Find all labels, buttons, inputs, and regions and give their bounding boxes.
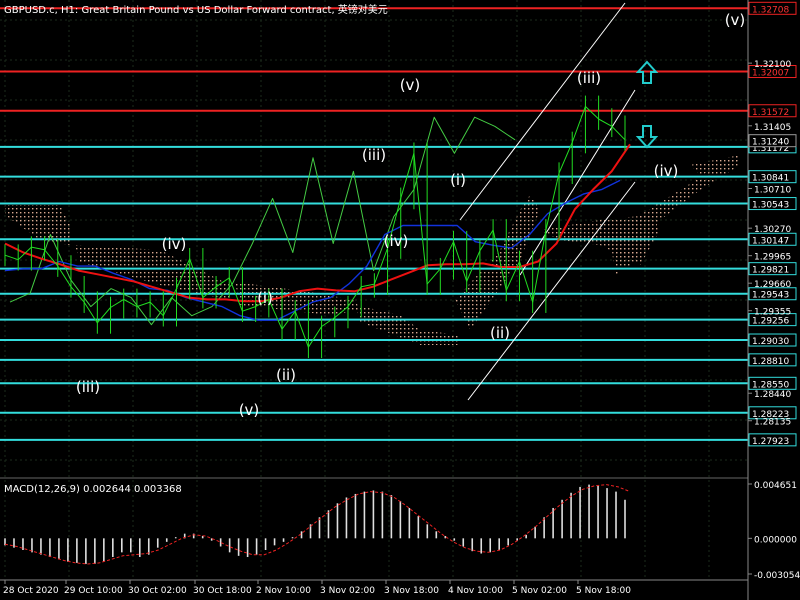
y-tick-label: 1.30710 xyxy=(754,185,791,195)
cloud-segment xyxy=(355,305,460,345)
resistance-level-tag xyxy=(748,1,797,15)
signal-arrows xyxy=(635,60,659,149)
macd-tick-label: -0.003054 xyxy=(754,571,800,581)
wave-label: (v) xyxy=(239,401,260,419)
macd-tick-label: 0.000000 xyxy=(754,535,797,545)
wave-labels: (iii) (iv) (v) (i) (ii) (iii) (iv) (v) (i) (ii) (i… xyxy=(76,11,745,419)
arrow-down-icon xyxy=(635,125,659,149)
ichimoku-cloud xyxy=(5,155,740,345)
y-tick-label: 1.30270 xyxy=(754,225,791,235)
x-tick-label: 30 Oct 02:00 xyxy=(128,586,187,596)
x-tick-label: 30 Oct 18:00 xyxy=(193,586,252,596)
wave-label: (i) xyxy=(257,289,273,307)
x-tick-label: 2 Nov 10:00 xyxy=(256,586,311,596)
wave-label: (v) xyxy=(725,11,746,29)
support-level-label: 1.29256 xyxy=(752,317,789,327)
wave-label: (iv) xyxy=(162,235,187,253)
cloud-segment xyxy=(75,245,230,300)
support-level-label: 1.30147 xyxy=(752,236,789,246)
price-line xyxy=(4,105,626,348)
y-tick-label: 1.28440 xyxy=(754,390,791,400)
wave-label: (iv) xyxy=(384,232,409,250)
channel-upper-line[interactable] xyxy=(459,2,626,221)
y-tick-label: 1.28135 xyxy=(754,418,791,428)
x-tick-label: 4 Nov 10:00 xyxy=(448,586,503,596)
support-level-tag xyxy=(748,197,797,211)
support-level-label: 1.31172 xyxy=(752,144,789,154)
support-level-tag xyxy=(748,433,797,447)
blue-moving-average xyxy=(4,179,621,321)
time-axis[interactable]: 28 Oct 2020 29 Oct 10:00 30 Oct 02:00 30 Oc… xyxy=(3,580,631,596)
wave-label: (iii) xyxy=(362,146,386,164)
x-tick-label: 29 Oct 10:00 xyxy=(64,586,123,596)
support-level-tag xyxy=(748,353,797,367)
support-level-label: 1.30543 xyxy=(752,201,789,211)
current-price-label: 1.31240 xyxy=(752,138,789,148)
support-level-tag xyxy=(748,262,797,276)
macd-panel: 0.004651 0.000000 -0.003054 xyxy=(4,481,800,581)
y-tick-label: 1.32100 xyxy=(754,60,791,70)
y-tick-label: 1.29965 xyxy=(754,253,791,263)
support-level-label: 1.30841 xyxy=(752,174,789,184)
wave-label: (v) xyxy=(400,76,421,94)
support-level-tag xyxy=(748,406,797,420)
support-level-label: 1.28550 xyxy=(752,380,789,390)
macd-tick-label: 0.004651 xyxy=(754,481,797,491)
price-series xyxy=(4,95,631,359)
resistance-level-label: 1.32007 xyxy=(752,69,789,79)
wave-label: (ii) xyxy=(490,324,510,342)
price-axis[interactable]: 1.32708 1.32007 1.31572 1.31172 1.30841 1.305… xyxy=(748,1,797,447)
chart-title: GBPUSD.c, H1: Great Britain Pound vs US … xyxy=(4,3,388,16)
wave-label: (i) xyxy=(450,171,466,189)
cloud-segment xyxy=(235,282,360,315)
wave-label: (ii) xyxy=(276,366,296,384)
wave-label: (iii) xyxy=(577,69,601,87)
support-level-label: 1.27923 xyxy=(752,437,789,447)
y-tick-label: 1.29660 xyxy=(754,280,791,290)
channel-lower-line[interactable] xyxy=(467,181,636,401)
resistance-level-tag xyxy=(748,104,797,118)
support-level-tag xyxy=(748,376,797,390)
horizontal-levels xyxy=(0,7,748,441)
resistance-level-tag xyxy=(748,65,797,79)
arrow-up-icon xyxy=(635,60,659,84)
wave-label: (iv) xyxy=(654,162,679,180)
support-level-tag xyxy=(748,232,797,246)
support-level-label: 1.29030 xyxy=(752,337,789,347)
upper-indicator-line xyxy=(9,116,516,326)
support-level-label: 1.29543 xyxy=(752,291,789,301)
resistance-level-label: 1.31572 xyxy=(752,108,789,118)
macd-signal-line xyxy=(4,484,631,565)
trend-channel xyxy=(459,2,636,401)
x-tick-label: 5 Nov 18:00 xyxy=(576,586,631,596)
support-level-label: 1.28810 xyxy=(752,357,789,367)
red-moving-average xyxy=(4,143,631,303)
support-level-label: 1.29821 xyxy=(752,266,789,276)
support-level-tag xyxy=(748,170,797,184)
current-price-tag xyxy=(748,134,797,148)
y-tick-label: 1.29355 xyxy=(754,308,791,318)
cloud-segment xyxy=(610,155,740,275)
support-level-tag xyxy=(748,333,797,347)
macd-label: MACD(12,26,9) 0.002644 0.003368 xyxy=(4,484,182,495)
cloud-segment xyxy=(455,195,540,330)
cloud-segment xyxy=(690,155,740,175)
resistance-level-label: 1.32708 xyxy=(752,5,789,15)
support-level-tag xyxy=(748,287,797,301)
x-tick-label: 28 Oct 2020 xyxy=(3,586,59,596)
support-level-tag xyxy=(748,313,797,327)
support-level-label: 1.28223 xyxy=(752,410,789,420)
x-tick-label: 3 Nov 02:00 xyxy=(320,586,375,596)
channel-mid-line[interactable] xyxy=(519,89,636,276)
cloud-segment xyxy=(5,205,70,245)
x-tick-label: 5 Nov 02:00 xyxy=(512,586,567,596)
y-tick-label: 1.31405 xyxy=(754,123,791,133)
wave-label: (iii) xyxy=(76,378,100,396)
x-tick-label: 3 Nov 18:00 xyxy=(384,586,439,596)
